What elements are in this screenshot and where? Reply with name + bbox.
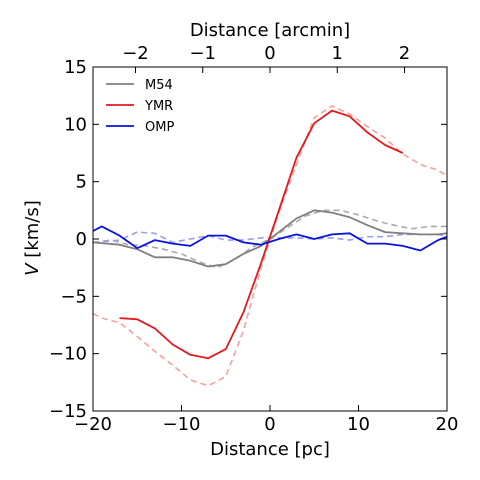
series-m54-line [93,209,447,268]
x-axis-label: Distance [pc] [210,439,330,460]
legend-label-m54: M54 [145,78,173,93]
x-tick-label: −10 [163,414,201,435]
legend-label-omp: OMP [145,120,174,135]
y-tick-label: 15 [64,57,87,78]
x-tick-label: 10 [347,414,370,435]
legend: M54 YMR OMP [106,78,174,135]
dashed-series-4-line [93,105,447,387]
x-tick-label: 20 [436,414,459,435]
top-tick-label: 2 [399,43,410,64]
y-tick-label: −10 [49,344,87,365]
y-axis-label-unit: [km/s] [22,200,43,263]
y-axis-label-var: V [22,262,43,276]
y-axis-label: V [km/s] [22,200,43,276]
series-ymr-line [119,109,404,360]
dashed-series-5-line [93,231,447,244]
legend-label-ymr: YMR [144,99,173,114]
series-layer [93,105,447,387]
top-tick-label: −2 [122,43,149,64]
y-tick-label: 10 [64,114,87,135]
top-axis-label: Distance [arcmin] [190,20,350,41]
top-tick-label: 0 [264,43,275,64]
y-tick-label: 5 [76,172,87,193]
top-tick-label: −1 [189,43,216,64]
x-tick-label: 0 [264,414,275,435]
y-tick-label: 0 [76,229,87,250]
top-tick-label: 1 [332,43,343,64]
series-omp-line [93,225,447,252]
x-tick-label: −20 [74,414,112,435]
y-tick-label: −5 [60,286,87,307]
y-tick-label: −15 [49,401,87,422]
